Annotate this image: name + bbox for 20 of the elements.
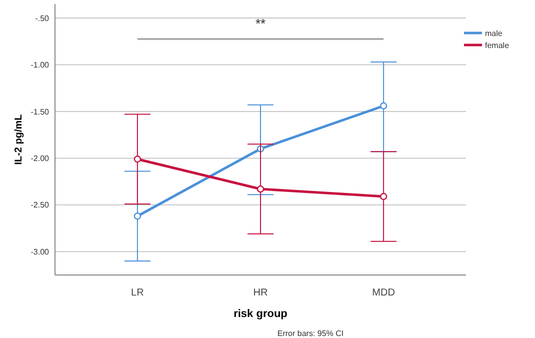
- text: Error bars: 95% CI: [277, 328, 344, 338]
- y-tick-label: -2.00: [30, 154, 50, 163]
- legend-label: female: [485, 40, 510, 50]
- y-tick-label: -2.50: [30, 200, 50, 210]
- y-tick-label: -.50: [35, 14, 50, 23]
- y-tick-label: -3.00: [30, 247, 50, 256]
- point: [134, 156, 142, 163]
- legend-label: male: [485, 28, 503, 38]
- x-tick-label: HR: [253, 288, 268, 298]
- point: [380, 102, 388, 110]
- point: [380, 192, 388, 200]
- point: [256, 185, 264, 193]
- x-tick-label: LR: [131, 288, 144, 298]
- y-axis-title: IL-2 pg/mL: [14, 114, 24, 165]
- y-tick-label: -1.00: [30, 60, 50, 70]
- point: [134, 212, 142, 220]
- x-tick-label: MDD: [372, 288, 395, 298]
- y-tick-label: -1.50: [30, 107, 50, 116]
- annotation: **: [255, 16, 266, 31]
- x-axis-title: risk group: [234, 308, 288, 320]
